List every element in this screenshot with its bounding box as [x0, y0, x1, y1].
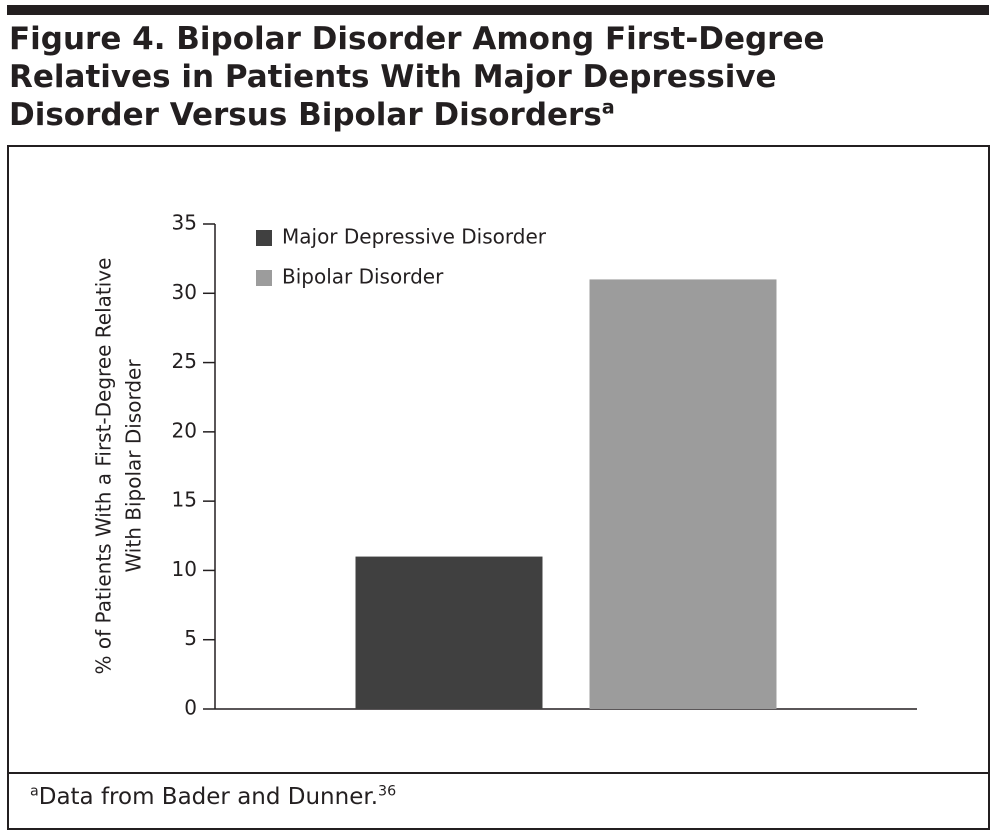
legend-swatch — [256, 230, 272, 246]
bar — [589, 279, 777, 709]
footnote-reference: 36 — [378, 783, 397, 800]
y-tick-label: 5 — [184, 626, 197, 650]
legend-label: Bipolar Disorder — [282, 265, 444, 289]
top-rule — [7, 5, 989, 15]
chart-frame — [7, 145, 990, 830]
y-tick-label: 15 — [172, 488, 197, 512]
footnote-text: Data from Bader and Dunner. — [38, 784, 379, 810]
y-tick-label: 35 — [172, 211, 197, 235]
bar — [355, 556, 543, 709]
chart-title: Figure 4. Bipolar Disorder Among First-D… — [9, 20, 929, 134]
legend-label: Major Depressive Disorder — [282, 225, 547, 249]
y-tick-label: 10 — [172, 557, 197, 581]
title-text: Figure 4. Bipolar Disorder Among First-D… — [9, 21, 825, 133]
y-label-line: % of Patients With a First-Degree Relati… — [92, 258, 116, 675]
y-tick-label: 30 — [172, 280, 197, 304]
footnote: aData from Bader and Dunner.36 — [30, 784, 396, 810]
y-axis-label: % of Patients With a First-Degree Relati… — [92, 258, 146, 675]
title-superscript: a — [601, 95, 615, 119]
y-label-line: With Bipolar Disorder — [122, 359, 146, 573]
footnote-divider — [7, 772, 988, 774]
y-tick-label: 20 — [172, 418, 197, 442]
y-tick-label: 0 — [184, 696, 197, 720]
legend-swatch — [256, 270, 272, 286]
y-tick-label: 25 — [172, 349, 197, 373]
footnote-marker: a — [30, 783, 39, 800]
